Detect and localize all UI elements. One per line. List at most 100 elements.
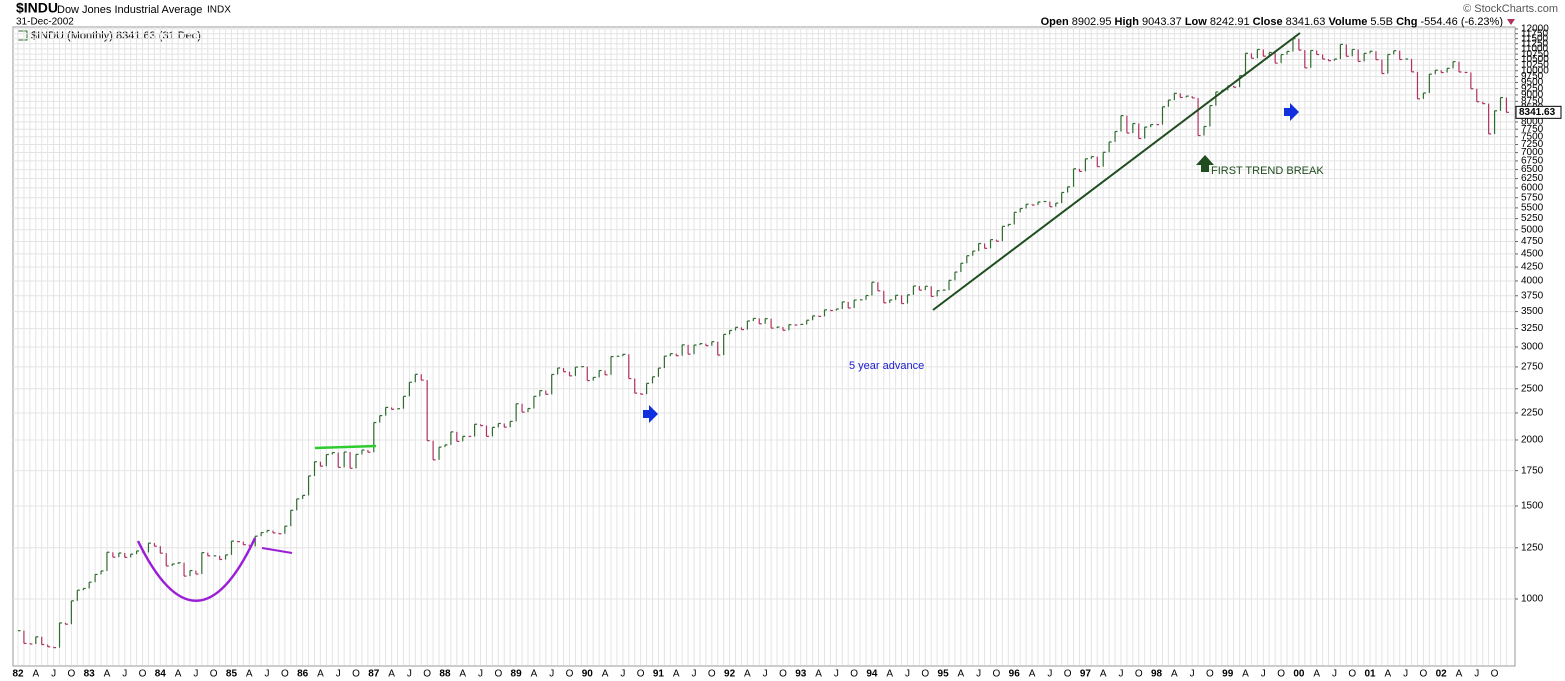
y-tick-label: 2500 [1521,383,1544,394]
x-tick-label: J [336,669,341,680]
y-tick-label: 4750 [1521,236,1544,247]
x-tick-label: 02 [1436,669,1448,680]
index-name: Dow Jones Industrial Average [57,4,202,16]
x-tick-label: O [1277,669,1285,680]
y-tick-label: 7500 [1521,131,1544,142]
x-tick-label: J [407,669,412,680]
y-tick-label: 1000 [1521,594,1544,605]
y-tick-label: 8750 [1521,96,1544,107]
x-tick-label: A [1029,669,1036,680]
y-tick-label: 6750 [1521,156,1544,167]
x-tick-label: O [1348,669,1356,680]
stat-value: 9043.37 [1142,16,1182,28]
price-tag-label: 8341.63 [1519,107,1556,118]
x-tick-label: 90 [582,669,594,680]
x-tick-label: 82 [12,669,24,680]
y-tick-label: 2750 [1521,362,1544,373]
arrow [643,405,658,423]
bars [18,38,1509,649]
x-tick-label: O [850,669,858,680]
x-tick-label: A [531,669,538,680]
y-tick-label: 4500 [1521,249,1544,260]
x-tick-label: O [210,669,218,680]
y-tick-label: 11000 [1521,44,1549,55]
y-tick-label: 7750 [1521,124,1544,135]
x-tick-label: A [958,669,965,680]
stat-label: Volume [1328,16,1367,28]
x-tick-label: J [1403,669,1408,680]
y-tick-label: 9250 [1521,83,1544,94]
x-tick-label: J [193,669,198,680]
y-tick-label: 11750 [1521,28,1549,39]
x-tick-label: 91 [653,669,665,680]
trendline [932,32,1301,311]
x-tick-label: J [763,669,768,680]
y-tick-label: 2000 [1521,435,1544,446]
y-tick-label: 1500 [1521,501,1544,512]
stat-value: 5.5B [1370,16,1393,28]
x-tick-label: J [905,669,910,680]
x-tick-label: 85 [226,669,238,680]
arrow [1196,155,1214,172]
x-tick-label: 97 [1080,669,1092,680]
y-tick-label: 10000 [1521,65,1549,76]
x-tick-label: 95 [938,669,950,680]
x-tick-label: O [1491,669,1499,680]
x-tick-label: J [834,669,839,680]
y-tick-label: 2250 [1521,408,1544,419]
x-tick-label: 98 [1151,669,1163,680]
stat-label: Chg [1396,16,1417,28]
x-tick-label: J [1118,669,1123,680]
x-tick-label: 96 [1009,669,1021,680]
x-tick-label: 01 [1364,669,1376,680]
x-tick-label: O [423,669,431,680]
y-tick-label: 10250 [1521,60,1549,71]
x-tick-label: A [317,669,324,680]
y-tick-label: 8000 [1521,117,1544,128]
x-tick-label: O [779,669,787,680]
y-tick-label: 4000 [1521,276,1544,287]
x-tick-label: A [1242,669,1249,680]
y-tick-label: 3000 [1521,342,1544,353]
x-tick-label: O [1064,669,1072,680]
x-tick-label: 92 [724,669,736,680]
y-tick-label: 5750 [1521,192,1544,203]
y-tick-label: 9000 [1521,90,1544,101]
y-tick-label: 11500 [1521,33,1549,44]
x-tick-label: J [265,669,270,680]
y-tick-label: 5250 [1521,213,1544,224]
x-tick-label: O [637,669,645,680]
x-tick-label: A [1313,669,1320,680]
y-tick-label: 10750 [1521,49,1549,60]
stat-label: Close [1253,16,1283,28]
purple-line [261,547,293,554]
annotation: 5 year advance [849,360,924,372]
x-tick-label: J [51,669,56,680]
price-tag [1515,105,1562,119]
x-tick-label: A [1100,669,1107,680]
y-tick-label: 11250 [1521,38,1549,49]
x-tick-label: 87 [368,669,380,680]
annotation: FIRST TREND BREAK [1211,165,1324,177]
x-tick-label: O [352,669,360,680]
legend-label: $INDU (Monthly) 8341.63 (31 Dec) [31,30,201,42]
x-tick-label: A [1384,669,1391,680]
x-tick-label: A [104,669,111,680]
y-tick-label: 7000 [1521,147,1544,158]
x-tick-label: O [1206,669,1214,680]
stat-value: 8341.63 [1286,16,1326,28]
y-axis: 82 A J O 83 A J O 84 A J O 85 A J O 86 A J O 87 A J O 88 A J O 89 A J O… [12,24,1562,680]
x-tick-label: J [478,669,483,680]
x-tick-label: J [1332,669,1337,680]
x-tick-label: A [744,669,751,680]
x-tick-label: 84 [155,669,167,680]
x-tick-label: A [1456,669,1463,680]
y-tick-label: 6500 [1521,164,1544,175]
x-tick-label: A [32,669,39,680]
x-tick-label: 93 [795,669,807,680]
stats: Open 8902.95 High 9043.37 Low 8242.91 Close… [1041,16,1503,28]
x-tick-label: A [246,669,253,680]
y-tick-label: 5000 [1521,224,1544,235]
